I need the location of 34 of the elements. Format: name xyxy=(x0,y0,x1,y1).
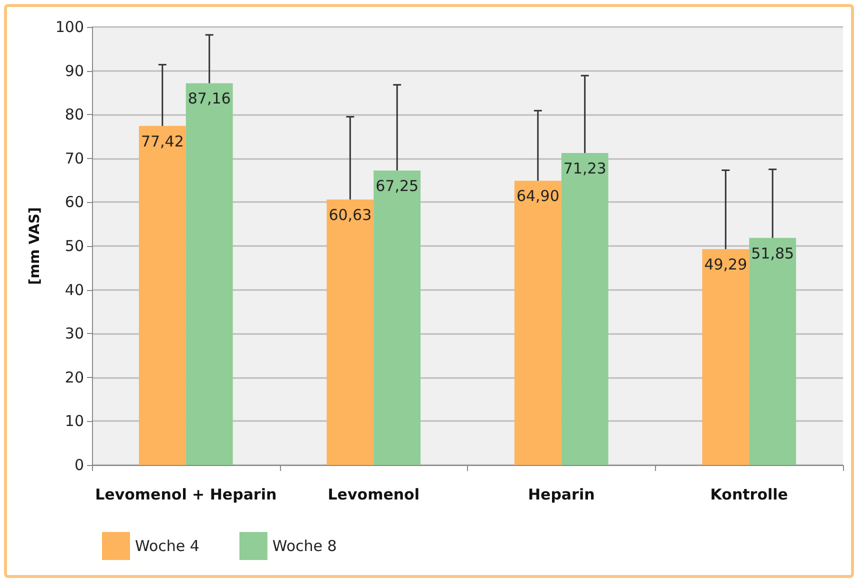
data-label: 49,29 xyxy=(704,256,748,274)
y-tick-label: 60 xyxy=(64,193,84,212)
y-tick-label: 70 xyxy=(64,149,84,168)
legend-label: Woche 8 xyxy=(272,537,337,555)
y-tick-label: 100 xyxy=(55,18,84,36)
y-tick-label: 90 xyxy=(64,62,84,80)
x-tick-label: Levomenol + Heparin xyxy=(95,486,277,504)
bar xyxy=(514,180,562,465)
y-tick-label: 40 xyxy=(64,280,84,299)
y-tick-label: 80 xyxy=(64,106,84,124)
legend-label: Woche 4 xyxy=(135,537,200,555)
x-tick-label: Heparin xyxy=(528,486,595,504)
data-label: 60,63 xyxy=(328,206,372,224)
y-tick-label: 10 xyxy=(64,412,84,430)
bar xyxy=(749,238,796,465)
y-tick-label: 50 xyxy=(64,237,84,255)
bar xyxy=(374,170,421,465)
data-label: 87,16 xyxy=(188,90,231,108)
y-axis-title: [mm VAS] xyxy=(27,207,43,285)
data-label: 71,23 xyxy=(563,160,606,178)
data-label: 64,90 xyxy=(516,187,560,206)
bar xyxy=(326,199,374,465)
y-tick-label: 0 xyxy=(74,456,84,474)
bar xyxy=(186,83,233,465)
y-tick-label: 20 xyxy=(64,368,84,386)
bar xyxy=(138,126,186,465)
x-tick-label: Kontrolle xyxy=(710,486,788,504)
data-label: 67,25 xyxy=(376,176,419,195)
bar xyxy=(561,153,608,465)
data-label: 51,85 xyxy=(751,244,794,262)
y-tick-label: 30 xyxy=(64,324,84,343)
x-tick-label: Levomenol xyxy=(328,486,420,504)
bar xyxy=(702,249,750,465)
data-label: 77,42 xyxy=(140,132,184,150)
